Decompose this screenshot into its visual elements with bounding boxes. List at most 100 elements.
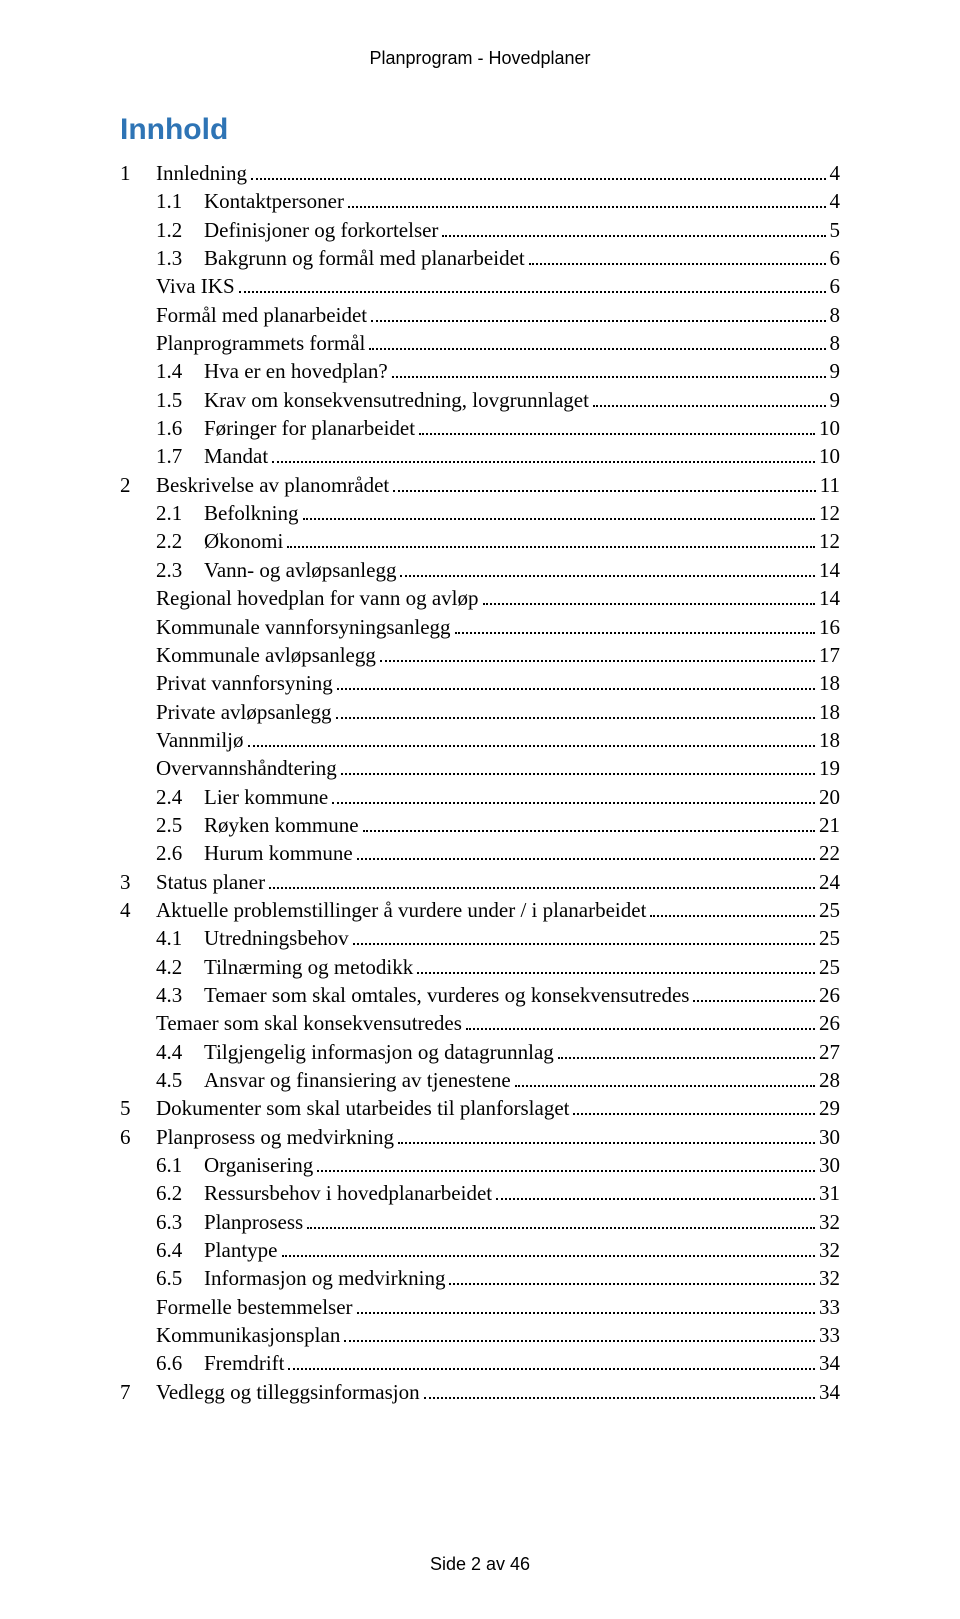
toc-leader-dots [693, 1000, 815, 1002]
toc-entry-text: Formål med planarbeidet [156, 303, 367, 327]
table-of-contents: 1Innledning41.1Kontaktpersoner41.2Defini… [120, 159, 840, 1406]
toc-row[interactable]: 2.2Økonomi12 [120, 527, 840, 555]
toc-row[interactable]: 6.6Fremdrift34 [120, 1349, 840, 1377]
toc-leader-dots [398, 1142, 815, 1144]
toc-entry-label: 1.7Mandat [156, 442, 268, 470]
toc-entry-label: 4.5Ansvar og finansiering av tjenestene [156, 1066, 511, 1094]
toc-entry-page: 26 [819, 981, 840, 1009]
toc-entry-text: Fremdrift [204, 1351, 284, 1375]
toc-entry-number: 1.6 [156, 414, 204, 442]
toc-row[interactable]: 2Beskrivelse av planområdet11 [120, 471, 840, 499]
toc-row[interactable]: Viva IKS6 [120, 272, 840, 300]
toc-leader-dots [332, 802, 815, 804]
toc-entry-page: 12 [819, 499, 840, 527]
toc-row[interactable]: Private avløpsanlegg18 [120, 698, 840, 726]
toc-row[interactable]: Vannmiljø18 [120, 726, 840, 754]
toc-entry-text: Organisering [204, 1153, 313, 1177]
toc-entry-page: 22 [819, 839, 840, 867]
toc-row[interactable]: 4.1Utredningsbehov25 [120, 924, 840, 952]
toc-row[interactable]: 1.3Bakgrunn og formål med planarbeidet6 [120, 244, 840, 272]
toc-row[interactable]: Temaer som skal konsekvensutredes26 [120, 1009, 840, 1037]
toc-row[interactable]: 2.4Lier kommune20 [120, 783, 840, 811]
toc-row[interactable]: 6Planprosess og medvirkning30 [120, 1123, 840, 1151]
toc-entry-label: 2.3Vann- og avløpsanlegg [156, 556, 396, 584]
toc-entry-number: 2.4 [156, 783, 204, 811]
toc-leader-dots [239, 291, 826, 293]
toc-entry-text: Tilgjengelig informasjon og datagrunnlag [204, 1040, 554, 1064]
toc-row[interactable]: 1.4Hva er en hovedplan?9 [120, 357, 840, 385]
toc-entry-text: Aktuelle problemstillinger å vurdere und… [156, 898, 646, 922]
toc-row[interactable]: 4.2Tilnærming og metodikk25 [120, 953, 840, 981]
toc-row[interactable]: Planprogrammets formål8 [120, 329, 840, 357]
toc-entry-text: Informasjon og medvirkning [204, 1266, 445, 1290]
toc-row[interactable]: 2.3Vann- og avløpsanlegg14 [120, 556, 840, 584]
toc-row[interactable]: 1.1Kontaktpersoner4 [120, 187, 840, 215]
toc-leader-dots [496, 1198, 815, 1200]
toc-row[interactable]: 3Status planer24 [120, 868, 840, 896]
toc-entry-page: 33 [819, 1293, 840, 1321]
toc-entry-text: Kommunikasjonsplan [156, 1323, 340, 1347]
toc-row[interactable]: Kommunikasjonsplan33 [120, 1321, 840, 1349]
toc-row[interactable]: 1Innledning4 [120, 159, 840, 187]
toc-row[interactable]: 1.5Krav om konsekvensutredning, lovgrunn… [120, 386, 840, 414]
toc-entry-text: Føringer for planarbeidet [204, 416, 415, 440]
toc-row[interactable]: 6.1Organisering30 [120, 1151, 840, 1179]
toc-entry-page: 29 [819, 1094, 840, 1122]
toc-entry-page: 27 [819, 1038, 840, 1066]
toc-row[interactable]: Regional hovedplan for vann og avløp14 [120, 584, 840, 612]
toc-entry-number: 2.1 [156, 499, 204, 527]
toc-entry-text: Ansvar og finansiering av tjenestene [204, 1068, 511, 1092]
toc-row[interactable]: Kommunale vannforsyningsanlegg16 [120, 613, 840, 641]
toc-row[interactable]: 6.4Plantype32 [120, 1236, 840, 1264]
toc-entry-number: 1.5 [156, 386, 204, 414]
toc-entry-page: 19 [819, 754, 840, 782]
toc-row[interactable]: 6.3Planprosess32 [120, 1208, 840, 1236]
toc-entry-page: 18 [819, 726, 840, 754]
toc-entry-text: Hva er en hovedplan? [204, 359, 388, 383]
toc-row[interactable]: 4.3Temaer som skal omtales, vurderes og … [120, 981, 840, 1009]
toc-entry-text: Utredningsbehov [204, 926, 349, 950]
toc-leader-dots [380, 660, 815, 662]
toc-entry-label: 6Planprosess og medvirkning [120, 1123, 394, 1151]
toc-row[interactable]: 6.2Ressursbehov i hovedplanarbeidet31 [120, 1179, 840, 1207]
toc-entry-page: 9 [830, 357, 841, 385]
toc-entry-label: 6.3Planprosess [156, 1208, 303, 1236]
toc-row[interactable]: Formål med planarbeidet8 [120, 301, 840, 329]
toc-entry-page: 26 [819, 1009, 840, 1037]
toc-row[interactable]: Kommunale avløpsanlegg17 [120, 641, 840, 669]
toc-entry-label: Overvannshåndtering [156, 754, 337, 782]
toc-row[interactable]: 7Vedlegg og tilleggsinformasjon34 [120, 1378, 840, 1406]
toc-entry-label: 1.5Krav om konsekvensutredning, lovgrunn… [156, 386, 589, 414]
toc-row[interactable]: Privat vannforsyning18 [120, 669, 840, 697]
toc-row[interactable]: 2.1Befolkning12 [120, 499, 840, 527]
toc-row[interactable]: 1.7Mandat10 [120, 442, 840, 470]
toc-row[interactable]: 2.6Hurum kommune22 [120, 839, 840, 867]
toc-row[interactable]: 2.5Røyken kommune21 [120, 811, 840, 839]
toc-entry-number: 6.4 [156, 1236, 204, 1264]
toc-row[interactable]: Formelle bestemmelser33 [120, 1293, 840, 1321]
toc-entry-text: Beskrivelse av planområdet [156, 473, 389, 497]
toc-entry-number: 4.3 [156, 981, 204, 1009]
toc-leader-dots [483, 603, 815, 605]
toc-entry-page: 16 [819, 613, 840, 641]
toc-row[interactable]: 4Aktuelle problemstillinger å vurdere un… [120, 896, 840, 924]
toc-entry-text: Røyken kommune [204, 813, 359, 837]
toc-entry-text: Mandat [204, 444, 268, 468]
toc-leader-dots [307, 1227, 815, 1229]
toc-row[interactable]: 1.6Føringer for planarbeidet10 [120, 414, 840, 442]
toc-entry-page: 18 [819, 698, 840, 726]
toc-row[interactable]: 6.5Informasjon og medvirkning32 [120, 1264, 840, 1292]
toc-leader-dots [393, 490, 816, 492]
toc-row[interactable]: Overvannshåndtering 19 [120, 754, 840, 782]
toc-entry-page: 32 [819, 1264, 840, 1292]
toc-leader-dots [348, 206, 826, 208]
toc-leader-dots [419, 433, 815, 435]
toc-row[interactable]: 4.5Ansvar og finansiering av tjenestene2… [120, 1066, 840, 1094]
toc-row[interactable]: 4.4Tilgjengelig informasjon og datagrunn… [120, 1038, 840, 1066]
toc-leader-dots [449, 1283, 815, 1285]
toc-entry-page: 6 [830, 272, 841, 300]
toc-entry-label: Kommunale avløpsanlegg [156, 641, 376, 669]
toc-row[interactable]: 1.2Definisjoner og forkortelser5 [120, 216, 840, 244]
toc-leader-dots [417, 972, 815, 974]
toc-row[interactable]: 5Dokumenter som skal utarbeides til plan… [120, 1094, 840, 1122]
